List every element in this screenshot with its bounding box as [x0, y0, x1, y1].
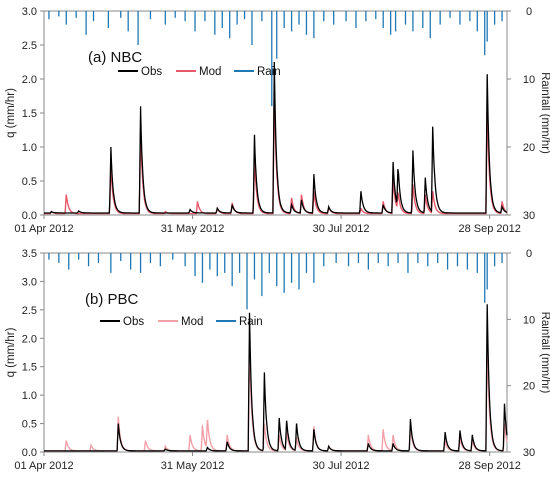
y-left-tick-label: 3.5 [22, 248, 37, 260]
legend-entry: Obs [123, 316, 144, 328]
y-left-tick-label: 0.5 [22, 176, 37, 188]
y-right-tick-label: 10 [523, 74, 535, 86]
y-right-tick-label: 20 [523, 381, 535, 393]
y-left-tick-label: 1.0 [22, 390, 37, 402]
y-right-tick-label: 20 [523, 142, 535, 154]
legend-entry: Mod [199, 66, 221, 78]
x-tick-label: 31 May 2012 [161, 460, 225, 472]
y-left-tick-label: 0.5 [22, 419, 37, 431]
panel-nbc: 0.0 0.5 1.0 1.5 2.0 2.5 3.0 0 10 20 30 01 Apr 2012 3… [5, 6, 550, 235]
legend-entry: Mod [181, 316, 203, 328]
y-left-tick-label: 0.0 [22, 210, 37, 222]
y-right-tick-label: 0 [526, 248, 532, 260]
y-right-tick-label: 30 [523, 210, 535, 222]
x-tick-label: 28 Sep 2012 [458, 460, 520, 472]
legend-entry: Rain [257, 66, 281, 78]
obs-series-line [44, 61, 508, 214]
legend-entry: Obs [141, 66, 162, 78]
y-right-axis-label: Rainfall (mm/hr) [539, 72, 550, 154]
y-left-axis-label: q (mm/hr) [5, 327, 17, 377]
x-tick-label: 30 Jul 2012 [313, 223, 370, 235]
y-left-tick-label: 2.5 [22, 40, 37, 52]
mod-series-line [44, 341, 508, 452]
legend-entry: Rain [239, 316, 263, 328]
panel-label: (a) NBC [88, 49, 142, 66]
y-right-tick-label: 10 [523, 314, 535, 326]
y-left-axis-label: q (mm/hr) [5, 88, 17, 138]
y-left-tick-label: 2.5 [22, 305, 37, 317]
panel-pbc: 0.0 0.5 1.0 1.5 2.0 2.5 3.0 3.5 0 10 20 30 01 Apr 20… [5, 248, 550, 472]
y-left-tick-label: 0.0 [22, 447, 37, 459]
x-tick-label: 01 Apr 2012 [14, 460, 73, 472]
obs-series-line [44, 304, 508, 452]
y-left-tick-label: 1.5 [22, 362, 37, 374]
y-left-tick-label: 1.0 [22, 142, 37, 154]
y-left-tick-label: 3.0 [22, 276, 37, 288]
y-right-axis-label: Rainfall (mm/hr) [539, 312, 550, 394]
x-tick-label: 31 May 2012 [161, 223, 225, 235]
panel-label: (b) PBC [85, 291, 139, 308]
y-left-tick-label: 3.0 [22, 6, 37, 18]
y-right-tick-label: 30 [523, 447, 535, 459]
x-tick-label: 30 Jul 2012 [313, 460, 370, 472]
y-left-tick-label: 1.5 [22, 108, 37, 120]
plot-frame [43, 252, 508, 453]
y-right-tick-label: 0 [526, 6, 532, 18]
x-tick-label: 01 Apr 2012 [14, 223, 73, 235]
y-left-tick-label: 2.0 [22, 74, 37, 86]
x-tick-label: 28 Sep 2012 [458, 223, 520, 235]
y-left-tick-label: 2.0 [22, 333, 37, 345]
